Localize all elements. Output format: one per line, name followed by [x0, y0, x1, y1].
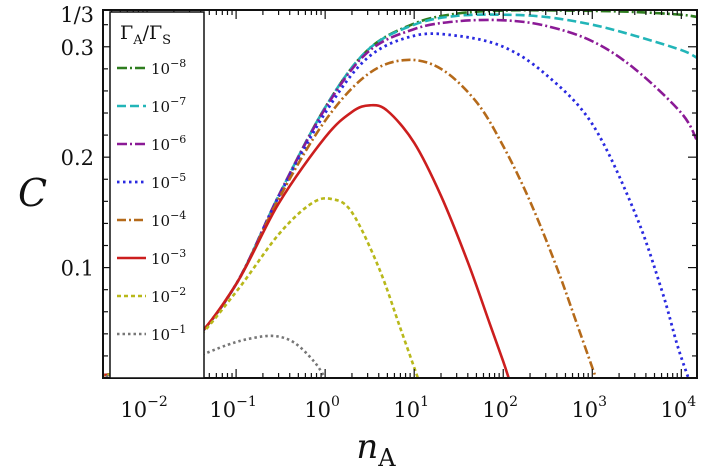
- legend-label-exponent: −7: [170, 95, 186, 108]
- legend-label-exponent: −4: [170, 209, 186, 222]
- y-tick-label-3: 1/3: [60, 3, 94, 27]
- y-axis-label: C: [18, 171, 47, 215]
- x-axis-label-sub: A: [377, 444, 396, 472]
- legend-label-7: 10−1: [151, 323, 186, 344]
- legend-title: ΓA/ΓS: [120, 22, 171, 48]
- legend-label-exponent: −5: [170, 171, 186, 184]
- legend-label-base: 10: [151, 136, 170, 154]
- legend-label-0: 10−8: [151, 57, 186, 78]
- x-tick-label-base: 10: [304, 398, 331, 422]
- series-line-3: [103, 32, 690, 378]
- x-tick-label-exponent: −1: [236, 394, 257, 410]
- legend-label-base: 10: [151, 326, 170, 344]
- legend-label-exponent: −8: [170, 57, 186, 70]
- legend-title-subscript: A: [132, 33, 143, 48]
- legend-label-4: 10−4: [151, 209, 186, 230]
- x-tick-label-exponent: 1: [420, 394, 429, 410]
- legend-label-2: 10−6: [151, 133, 186, 154]
- x-tick-label-exponent: 0: [331, 394, 340, 410]
- x-tick-label-6: 104: [660, 394, 696, 422]
- series-line-5: [103, 103, 510, 378]
- legend-label-base: 10: [151, 174, 170, 192]
- legend-label-exponent: −2: [170, 285, 186, 298]
- legend-label-base: 10: [151, 98, 170, 116]
- x-tick-label-exponent: −2: [147, 394, 168, 410]
- x-tick-label-base: 10: [209, 398, 236, 422]
- x-tick-label-exponent: 2: [509, 394, 518, 410]
- legend-title-subscript: S: [162, 33, 171, 48]
- y-tick-label-0: 0.1: [61, 257, 94, 281]
- legend-label-exponent: −1: [170, 323, 186, 336]
- legend-label-1: 10−7: [151, 95, 186, 116]
- legend-title-part: /Γ: [143, 22, 163, 44]
- x-axis-label: nA: [356, 427, 396, 472]
- series-line-7: [103, 334, 327, 378]
- legend-label-base: 10: [151, 212, 170, 230]
- legend-label-exponent: −3: [170, 247, 186, 260]
- x-tick-label-5: 103: [571, 394, 607, 422]
- x-tick-label-base: 10: [571, 398, 598, 422]
- x-tick-label-base: 10: [660, 398, 687, 422]
- series-line-6: [103, 197, 420, 378]
- legend-box: [109, 11, 205, 379]
- x-tick-label-base: 10: [482, 398, 509, 422]
- y-tick-label-2: 0.3: [61, 36, 94, 60]
- legend-label-6: 10−2: [151, 285, 186, 306]
- x-tick-label-base: 10: [120, 398, 147, 422]
- legend-label-3: 10−5: [151, 171, 186, 192]
- legend-label-base: 10: [151, 288, 170, 306]
- legend-label-base: 10: [151, 60, 170, 78]
- x-axis-label-main: n: [356, 427, 378, 467]
- x-tick-label-3: 101: [393, 394, 429, 422]
- legend-label-exponent: −6: [170, 133, 186, 146]
- x-tick-label-4: 102: [482, 394, 518, 422]
- x-tick-label-base: 10: [393, 398, 420, 422]
- x-tick-label-2: 100: [304, 394, 340, 422]
- y-tick-label-1: 0.2: [61, 146, 94, 170]
- legend-label-5: 10−3: [151, 247, 186, 268]
- series-layer: [103, 10, 697, 378]
- x-tick-label-1: 10−1: [209, 394, 256, 422]
- x-tick-label-exponent: 4: [687, 394, 696, 410]
- legend-label-base: 10: [151, 250, 170, 268]
- x-tick-label-exponent: 3: [598, 394, 607, 410]
- x-tick-label-0: 10−2: [120, 394, 167, 422]
- legend-title-part: Γ: [120, 22, 133, 44]
